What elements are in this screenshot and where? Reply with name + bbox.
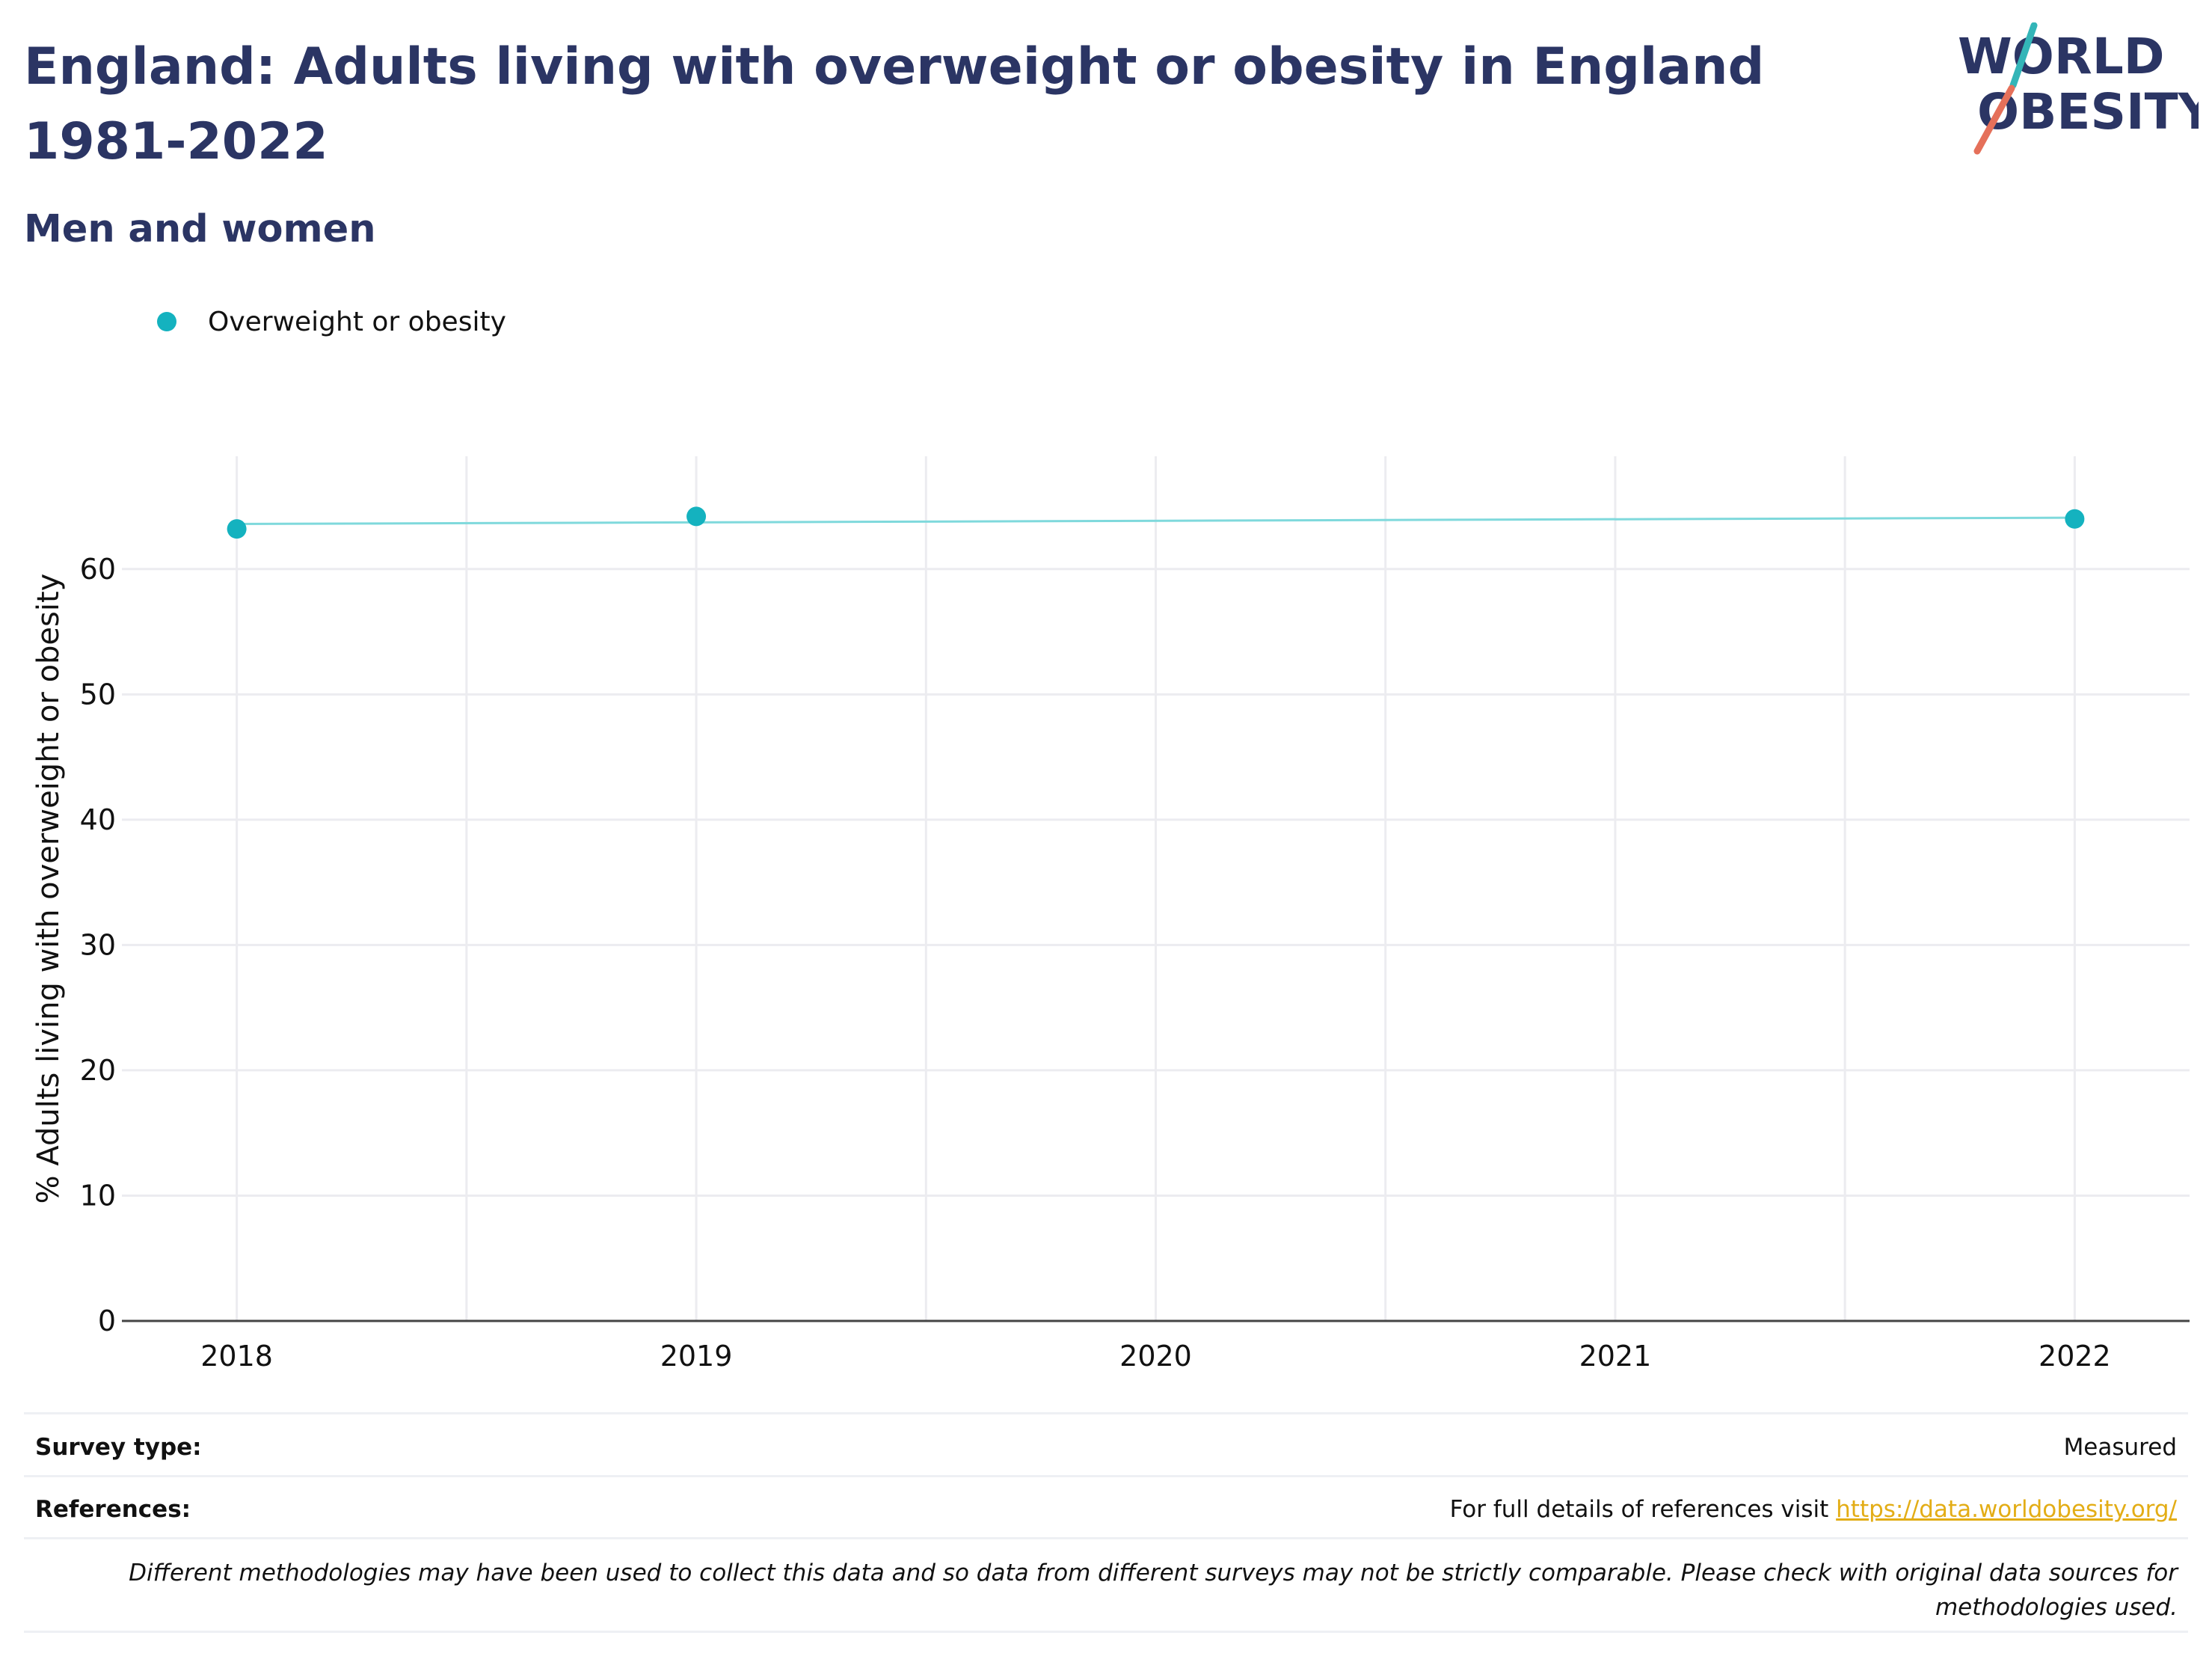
- references-text: For full details of references visit: [1449, 1496, 1829, 1523]
- footer-divider: [24, 1412, 2188, 1414]
- chart-title: England: Adults living with overweight o…: [24, 37, 1765, 171]
- y-axis-label: % Adults living with overweight or obesi…: [31, 574, 66, 1204]
- data-point: [2065, 509, 2085, 529]
- data-point: [686, 506, 707, 527]
- y-tick-label: 50: [80, 678, 116, 711]
- series-layer: [227, 506, 2085, 539]
- survey-type-value: Measured: [2063, 1434, 2177, 1461]
- line-chart: 0 10 20 30 40 50 60 2018 2019 2020 2021 2022 % Adul…: [31, 456, 2190, 1373]
- x-tick-label: 2021: [1579, 1340, 1652, 1373]
- legend-marker: [157, 312, 176, 331]
- grid-layer: [122, 456, 2190, 1321]
- trend-line: [236, 516, 2075, 525]
- legend-label-overweight: Overweight or obesity: [208, 306, 506, 337]
- y-tick-label: 60: [80, 553, 116, 586]
- legend[interactable]: Overweight or obesity: [157, 299, 506, 344]
- y-tick-label: 10: [80, 1179, 116, 1212]
- x-tick-label: 2020: [1119, 1340, 1192, 1373]
- axis-layer: 0 10 20 30 40 50 60 2018 2019 2020 2021 2022: [80, 553, 2190, 1373]
- y-tick-label: 0: [98, 1304, 116, 1337]
- logo-slash-coral: [1973, 85, 2015, 155]
- y-tick-label: 20: [80, 1054, 116, 1087]
- logo-slash-teal: [2009, 22, 2038, 89]
- references-link[interactable]: https://data.worldobesity.org/: [1836, 1496, 2177, 1523]
- logo-text-obesity: OBESITY: [1977, 83, 2199, 141]
- survey-type-label: Survey type:: [35, 1434, 202, 1461]
- methodology-disclaimer: Different methodologies may have been us…: [129, 1560, 2178, 1621]
- y-tick-label: 40: [80, 803, 116, 836]
- x-tick-label: 2018: [200, 1340, 273, 1373]
- references-label: References:: [35, 1496, 191, 1523]
- x-tick-label: 2022: [2039, 1340, 2111, 1373]
- world-obesity-logo: WORLD OBESITY: [1958, 22, 2199, 155]
- y-tick-label: 30: [80, 928, 116, 961]
- references-value: For full details of references visit htt…: [1450, 1496, 2177, 1523]
- footer-divider: [24, 1631, 2188, 1633]
- data-point: [227, 519, 247, 539]
- logo-text-world: WORLD: [1958, 28, 2165, 85]
- chart-subtitle: Men and women: [24, 207, 376, 251]
- footer-divider: [24, 1475, 2188, 1477]
- footer-divider: [24, 1537, 2188, 1539]
- x-tick-label: 2019: [660, 1340, 733, 1373]
